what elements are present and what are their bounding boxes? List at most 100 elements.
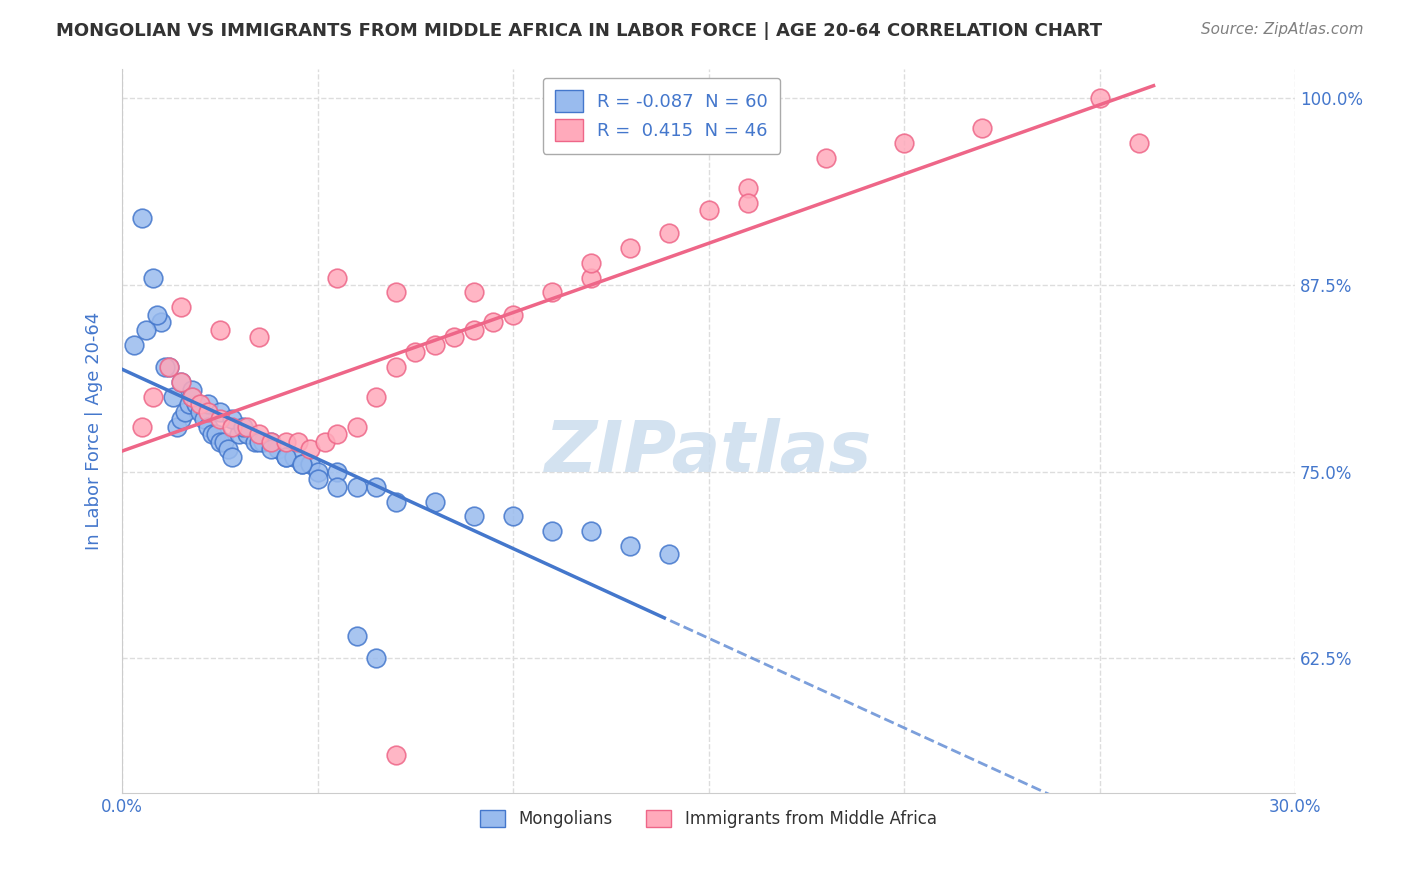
Point (737, 181, 759, 195)
Point (298, 457, 321, 471)
Point (153, 360, 176, 375)
Point (291, 457, 314, 471)
Point (122, 337, 145, 351)
Point (197, 405, 219, 419)
Point (193, 412, 215, 426)
Point (326, 479, 349, 493)
Point (814, 151, 837, 165)
Point (581, 270, 603, 285)
Point (276, 450, 298, 464)
Point (221, 412, 243, 426)
Point (181, 383, 204, 397)
Point (366, 651, 388, 665)
Point (541, 285, 564, 300)
Point (131, 211, 153, 225)
Point (326, 427, 349, 442)
Point (298, 442, 321, 457)
Y-axis label: In Labor Force | Age 20-64: In Labor Force | Age 20-64 (86, 311, 103, 549)
Point (181, 390, 204, 404)
Point (326, 465, 349, 479)
Point (208, 412, 231, 426)
Point (463, 285, 485, 300)
Point (276, 434, 298, 449)
Point (1088, 91, 1111, 105)
Point (502, 509, 524, 524)
Point (291, 457, 314, 471)
Point (177, 397, 200, 411)
Point (259, 434, 281, 449)
Point (541, 524, 564, 539)
Point (186, 397, 208, 411)
Point (619, 241, 641, 255)
Point (243, 434, 266, 449)
Point (463, 323, 485, 337)
Point (212, 434, 235, 449)
Point (173, 405, 195, 419)
Point (166, 420, 188, 434)
Point (208, 434, 231, 449)
Point (188, 405, 211, 419)
Point (366, 479, 388, 493)
Point (307, 465, 329, 479)
Point (201, 427, 224, 442)
Point (443, 330, 465, 344)
Point (658, 547, 681, 561)
Point (157, 360, 180, 375)
Point (188, 397, 211, 411)
Text: Source: ZipAtlas.com: Source: ZipAtlas.com (1201, 22, 1364, 37)
Point (157, 360, 180, 375)
Point (276, 450, 298, 464)
Point (170, 375, 193, 389)
Point (283, 450, 305, 464)
Point (205, 427, 228, 442)
Point (247, 427, 270, 442)
Point (384, 748, 406, 763)
Point (366, 390, 388, 404)
Point (267, 442, 290, 457)
Point (346, 420, 368, 434)
Point (346, 479, 368, 493)
Point (134, 323, 156, 337)
Legend: Mongolians, Immigrants from Middle Africa: Mongolians, Immigrants from Middle Afric… (474, 804, 943, 835)
Point (1128, 136, 1150, 151)
Point (384, 494, 406, 508)
Point (162, 390, 184, 404)
Text: MONGOLIAN VS IMMIGRANTS FROM MIDDLE AFRICA IN LABOR FORCE | AGE 20-64 CORRELATIO: MONGOLIAN VS IMMIGRANTS FROM MIDDLE AFRI… (56, 22, 1102, 40)
Point (150, 315, 173, 329)
Point (893, 136, 915, 151)
Point (142, 270, 165, 285)
Point (170, 375, 193, 389)
Point (236, 427, 259, 442)
Point (307, 472, 329, 486)
Point (737, 195, 759, 210)
Point (221, 450, 243, 464)
Point (259, 442, 281, 457)
Point (384, 360, 406, 375)
Point (326, 270, 349, 285)
Point (146, 308, 169, 322)
Point (384, 285, 406, 300)
Point (697, 203, 720, 218)
Point (221, 420, 243, 434)
Point (287, 434, 309, 449)
Point (252, 434, 274, 449)
Point (581, 255, 603, 269)
Point (346, 629, 368, 643)
Point (247, 434, 270, 449)
Point (502, 308, 524, 322)
Point (463, 509, 485, 524)
Point (217, 442, 239, 457)
Point (197, 397, 219, 411)
Point (423, 337, 446, 351)
Point (142, 390, 165, 404)
Point (619, 539, 641, 553)
Point (247, 330, 270, 344)
Point (259, 434, 281, 449)
Point (208, 405, 231, 419)
Point (236, 420, 259, 434)
Point (208, 323, 231, 337)
Point (972, 121, 994, 136)
Point (131, 420, 153, 434)
Point (170, 301, 193, 315)
Point (232, 420, 254, 434)
